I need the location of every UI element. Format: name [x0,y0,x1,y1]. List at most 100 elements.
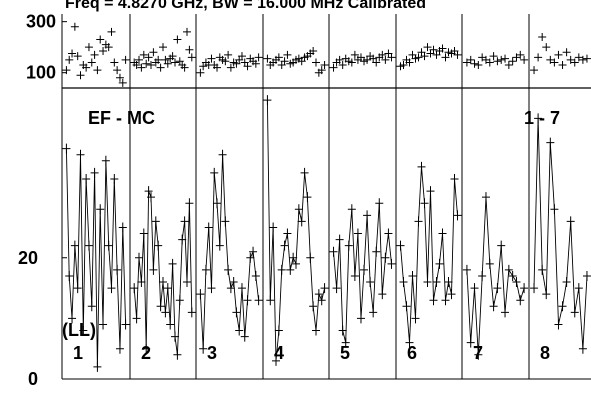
amplitude-point [347,58,356,67]
data-point [317,295,326,306]
data-point [168,258,177,269]
data-point [429,295,438,306]
data-point [178,234,187,245]
data-point [444,277,453,287]
data-point [399,277,408,287]
data-point [183,277,191,287]
data-point [504,264,513,275]
data-point [93,361,102,372]
amplitude-point [474,61,483,70]
data-point [372,246,381,257]
data-point [387,258,396,269]
amplitude-point [65,55,74,64]
amplitude-point [508,57,517,66]
amplitude-point [110,58,119,67]
data-point [156,301,165,312]
data-point [438,228,447,239]
data-point [520,283,529,294]
data-point [306,252,315,263]
data-point [396,240,405,251]
data-point [280,240,289,251]
amplitude-point [135,55,143,64]
amplitude-point [115,73,124,82]
amplitude-point [372,58,381,67]
amplitude-point [554,50,563,59]
data-point [144,186,153,197]
segment-number-label: 6 [407,343,417,363]
data-point [142,343,151,354]
amplitude-point [107,27,116,36]
amplitude-point [251,59,260,68]
data-point [90,167,99,178]
data-line [133,190,193,355]
data-point [470,283,479,294]
data-point [130,283,139,294]
data-point [163,283,172,294]
amplitude-point [312,58,320,67]
data-point [286,264,295,275]
data-point [516,295,525,306]
data-line [333,203,392,343]
data-point [266,295,275,306]
data-point [453,210,462,221]
data-point [210,167,219,178]
plot-frame: 300 100 20 0 [18,12,591,389]
data-point [375,198,384,209]
data-point [199,343,208,354]
data-point [550,204,559,215]
data-point [353,228,362,239]
data-point [432,277,441,287]
data-point [570,307,579,318]
data-point [283,228,292,239]
data-point [405,337,414,348]
data-point [240,331,249,342]
amplitude-point [470,59,479,68]
amplitude-point [70,22,79,31]
data-line [266,100,326,361]
data-point [478,270,487,281]
data-point [408,270,417,281]
amplitude-point [582,54,591,63]
data-point [335,234,344,245]
amplitude-point [423,43,432,52]
data-point [441,295,450,306]
data-point [417,161,426,172]
data-point [196,289,205,300]
data-point [414,216,423,227]
data-point [76,149,85,160]
segment-7: 7 [462,50,529,363]
data-point [224,264,233,275]
amplitude-point [62,66,71,75]
amplitude-point [309,47,318,55]
amplitude-point [335,55,344,64]
amplitude-point [147,61,155,70]
amplitude-point [221,57,230,66]
amplitude-point [516,50,525,59]
data-point [381,252,390,263]
amplitude-point [570,58,579,67]
data-point [378,289,387,300]
data-point [423,277,432,287]
amplitude-point [254,53,263,62]
data-point [402,301,411,312]
data-point [237,283,246,294]
segment-number-label: 5 [340,343,350,363]
data-point [289,252,298,263]
data-point [175,295,184,306]
data-point [232,307,241,318]
data-point [462,264,471,275]
amplitude-point [493,57,502,66]
data-point [118,222,127,233]
amplitude-point [562,48,571,57]
main-y-tick-label: 0 [28,369,38,388]
data-point [309,301,318,312]
data-point [314,289,323,300]
data-point [213,198,222,209]
data-point [493,283,502,294]
data-point [558,301,567,312]
amplitude-point [466,55,475,64]
range-label: 1 - 7 [524,108,560,128]
data-point [332,283,341,294]
data-point [135,252,143,263]
